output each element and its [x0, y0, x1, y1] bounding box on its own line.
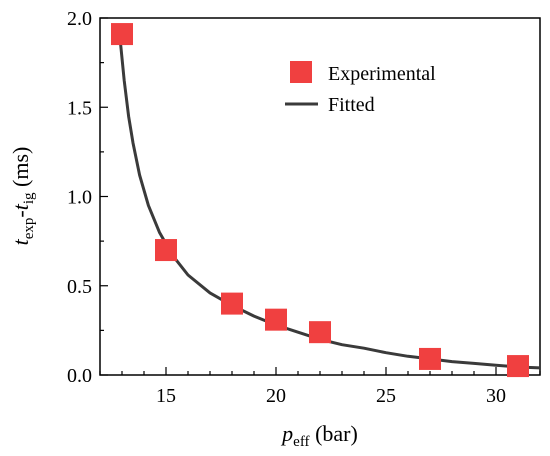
x-tick-label: 20 — [266, 385, 286, 407]
x-axis-title: peff (bar) — [280, 421, 358, 450]
experimental-point — [309, 321, 331, 344]
x-tick-label: 30 — [486, 385, 506, 407]
legend-label-experimental: Experimental — [328, 63, 436, 85]
experimental-point — [221, 292, 243, 315]
x-axis: 15 20 25 30 — [99, 367, 541, 407]
y-tick-label: 0.0 — [67, 365, 92, 387]
x-tick-label: 25 — [376, 385, 396, 407]
y-tick-label: 2.0 — [67, 8, 92, 30]
y-tick-label: 1.5 — [67, 97, 92, 119]
legend-marker-experimental — [290, 61, 312, 83]
y-tick-label: 0.5 — [67, 276, 92, 298]
experimental-point — [111, 23, 133, 46]
experimental-point — [507, 355, 529, 378]
y-axis: 0.0 0.5 1.0 1.5 2.0 — [67, 8, 108, 387]
experimental-point — [155, 239, 177, 262]
fitted-line — [118, 35, 541, 370]
legend-label-fitted: Fitted — [328, 94, 375, 116]
y-tick-label: 1.0 — [67, 187, 92, 209]
experimental-point — [265, 308, 287, 331]
y-axis-title: texp-tig (ms) — [8, 147, 37, 246]
legend: Experimental Fitted — [285, 61, 436, 116]
series-layer — [111, 23, 541, 378]
experimental-point — [419, 347, 441, 370]
x-tick-label: 15 — [156, 385, 176, 407]
